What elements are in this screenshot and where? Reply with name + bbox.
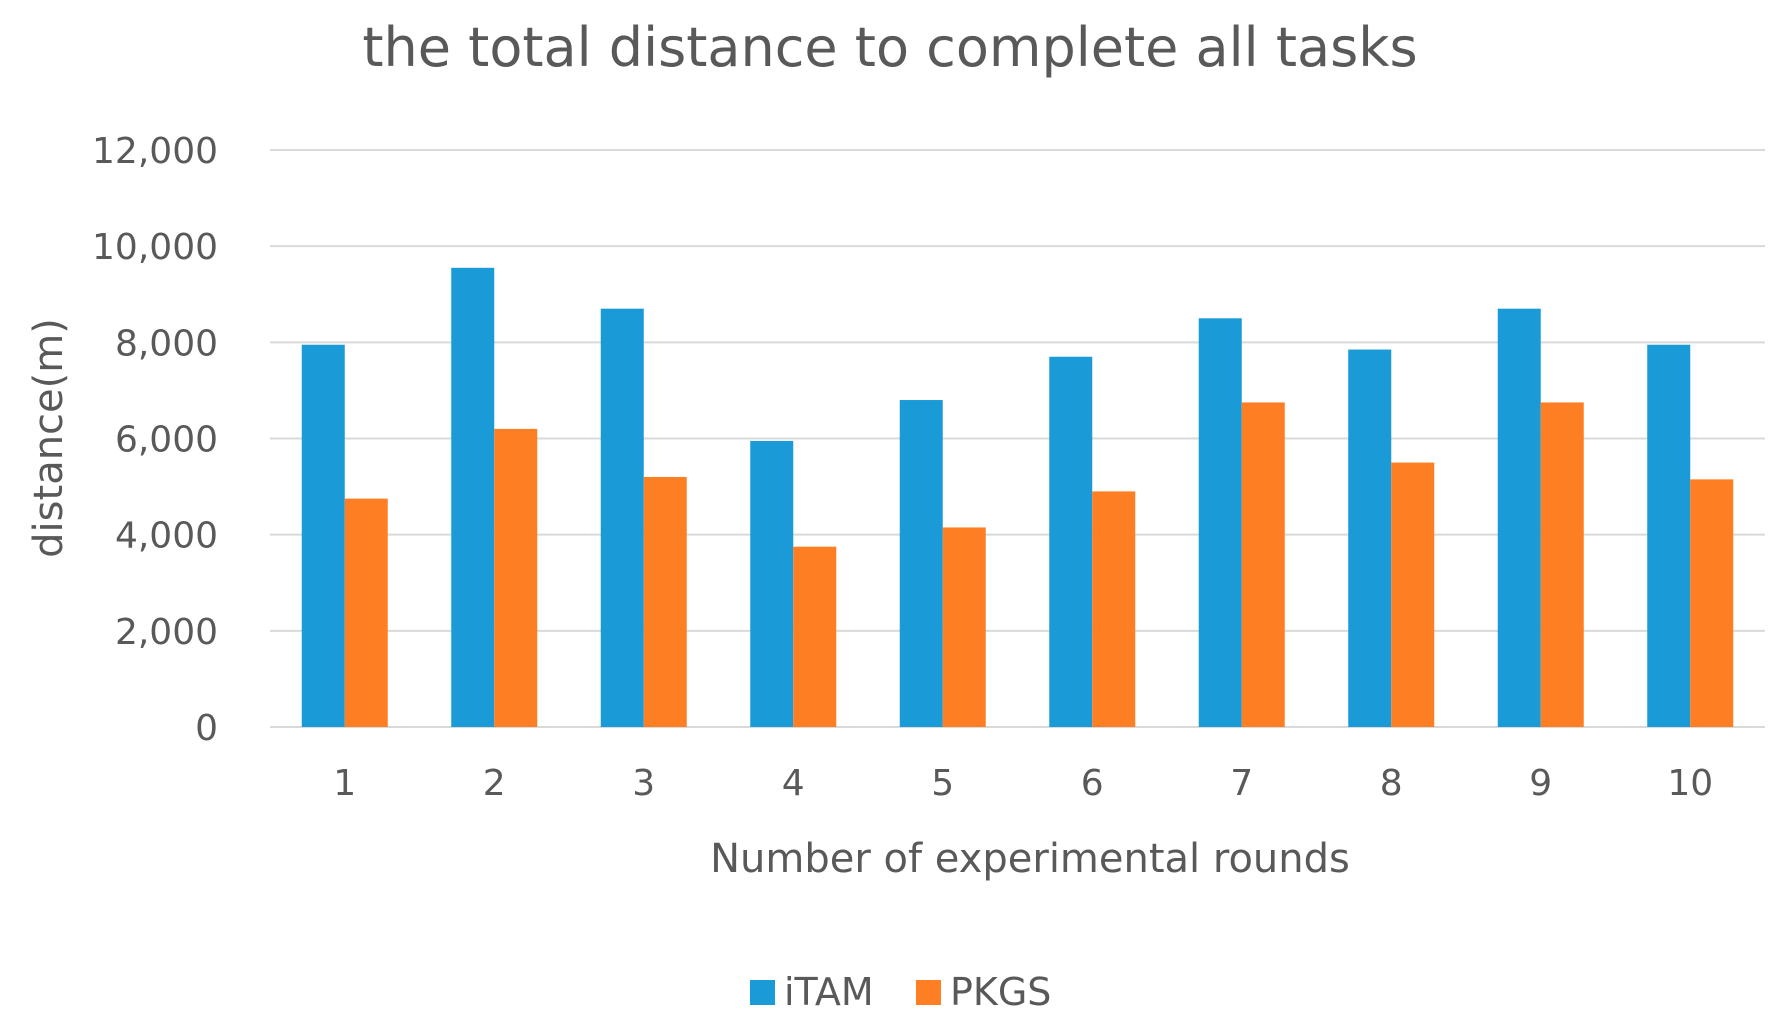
x-tick-label: 8 [1380,763,1403,804]
y-tick-label: 6,000 [115,420,218,461]
bar-pkgs-round-1 [344,498,388,727]
bar-pkgs-round-6 [1092,491,1136,727]
bar-itam-round-7 [1198,318,1242,727]
x-tick-label: 2 [483,763,506,804]
legend-swatch-itam [750,980,775,1005]
x-tick-label: 3 [632,763,655,804]
x-tick-label: 1 [333,763,356,804]
x-tick-label: 10 [1667,763,1713,804]
bar-itam-round-4 [750,440,794,727]
bar-itam-round-1 [301,344,345,727]
y-axis-ticks: 0 2,000 4,000 6,000 8,000 10,000 12,000 [92,131,218,749]
bar-pkgs-round-5 [942,527,986,727]
x-axis-title: Number of experimental rounds [710,836,1350,882]
bars [301,267,1734,727]
y-tick-label: 10,000 [92,227,218,268]
bar-itam-round-8 [1348,349,1392,727]
bar-pkgs-round-2 [494,428,538,727]
bar-pkgs-round-9 [1540,402,1584,727]
bar-pkgs-round-3 [643,476,687,727]
bar-itam-round-6 [1049,356,1093,727]
bar-pkgs-round-7 [1241,402,1285,727]
y-tick-label: 2,000 [115,612,218,653]
bar-pkgs-round-4 [793,546,837,727]
bar-pkgs-round-8 [1391,462,1435,727]
bar-itam-round-3 [600,308,644,727]
bar-itam-round-5 [899,400,943,727]
legend-label-itam: iTAM [784,970,874,1014]
bar-pkgs-round-10 [1690,479,1734,727]
y-tick-label: 0 [195,708,218,749]
x-tick-label: 4 [782,763,805,804]
y-tick-label: 12,000 [92,131,218,172]
y-tick-label: 4,000 [115,516,218,557]
bar-itam-round-9 [1497,308,1541,727]
bar-itam-round-2 [451,267,495,727]
x-tick-label: 7 [1230,763,1253,804]
x-tick-label: 9 [1529,763,1552,804]
legend-label-pkgs: PKGS [950,970,1051,1014]
y-axis-title: distance(m) [26,318,72,558]
x-tick-label: 5 [931,763,954,804]
bar-itam-round-10 [1647,344,1691,727]
chart-title: the total distance to complete all tasks [362,16,1417,79]
x-axis-ticks: 1 2 3 4 5 6 7 8 9 10 [333,763,1713,804]
x-tick-label: 6 [1081,763,1104,804]
y-tick-label: 8,000 [115,323,218,364]
legend: iTAM PKGS [750,970,1051,1014]
legend-swatch-pkgs [916,980,941,1005]
